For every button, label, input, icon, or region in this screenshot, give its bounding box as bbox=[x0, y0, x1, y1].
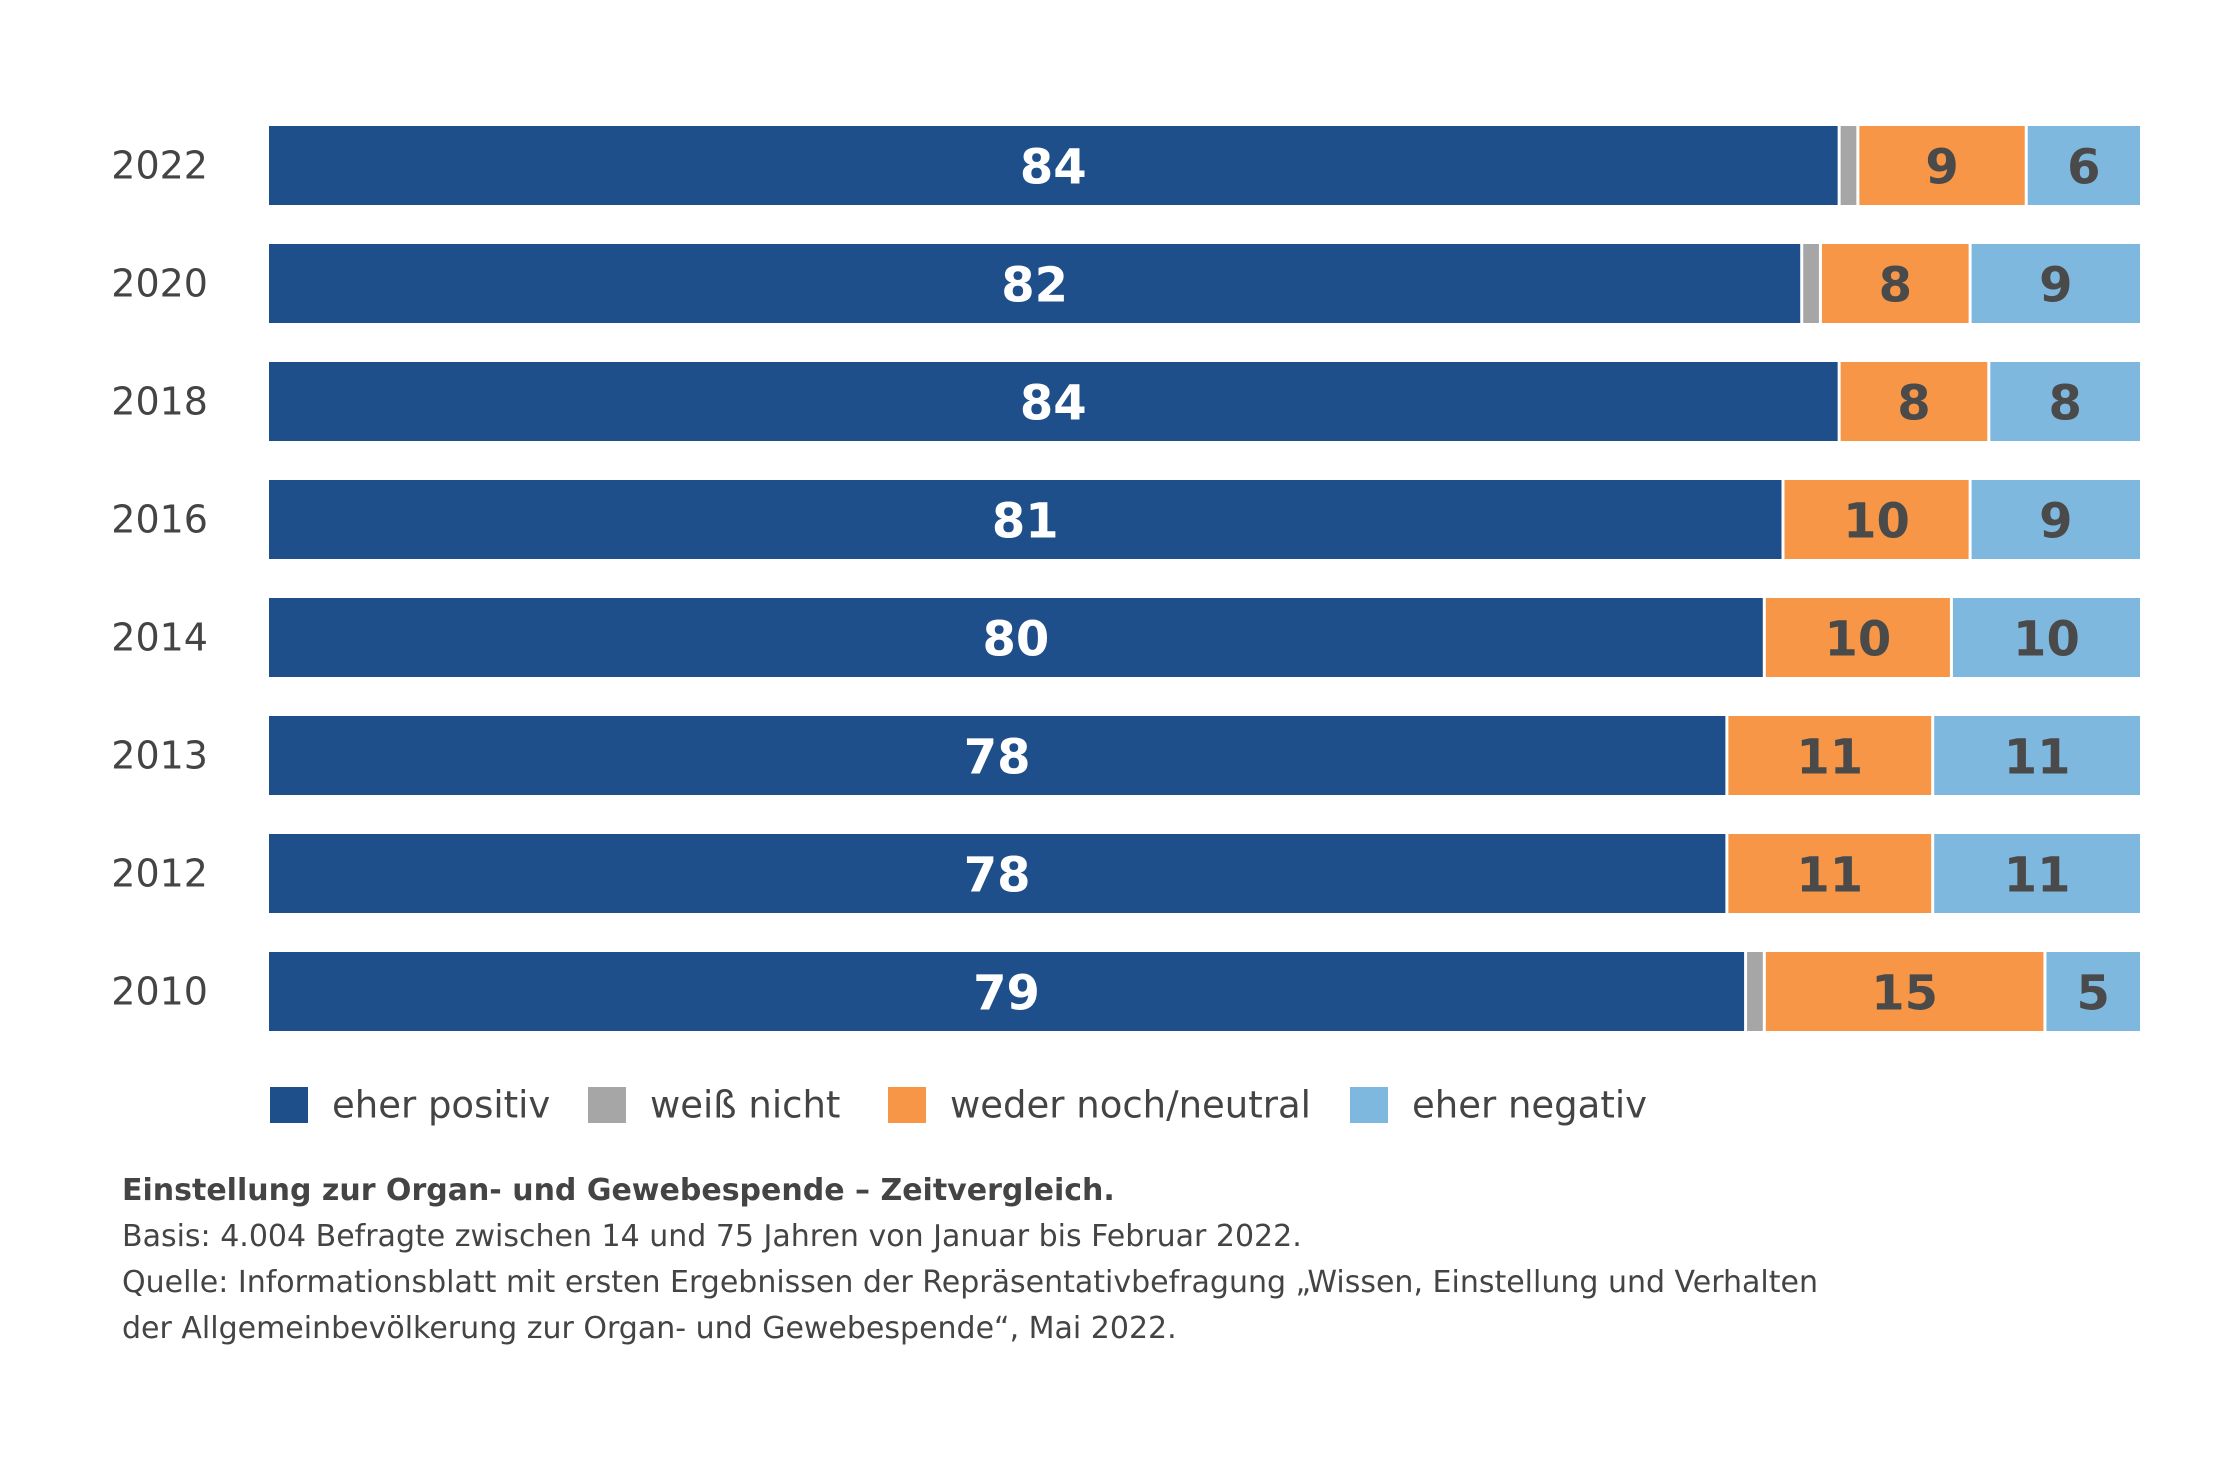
bar-segment-eher-negativ bbox=[2027, 126, 2140, 205]
bar-row-2014: 2014 80 10 10 bbox=[111, 598, 2140, 677]
bar-segment-eher-positiv bbox=[269, 598, 1763, 677]
legend-label: weiß nicht bbox=[650, 1084, 840, 1127]
bar-row-2010: 2010 79 15 5 bbox=[111, 952, 2140, 1031]
year-label: 2012 bbox=[111, 852, 208, 896]
legend: eher positiv weiß nicht weder noch/neutral… bbox=[270, 1084, 1647, 1127]
bar-segment-eher-positiv bbox=[269, 244, 1801, 323]
data-label-eher-positiv: 80 bbox=[983, 612, 1050, 668]
bar-row-2020: 2020 82 8 9 bbox=[111, 244, 2140, 323]
data-label-weder-noch-neutral: 8 bbox=[1879, 258, 1912, 314]
chart-caption: Einstellung zur Organ- und Gewebespende … bbox=[122, 1168, 2022, 1352]
data-label-weder-noch-neutral: 8 bbox=[1897, 376, 1930, 432]
data-label-eher-negativ: 9 bbox=[2039, 258, 2072, 314]
stacked-bar-chart: 2022 84 9 6 2020 82 8 9 2018 84 8 8 2016 81 10 9 2014 80 1… bbox=[111, 126, 2140, 1127]
data-label-eher-negativ: 5 bbox=[2077, 966, 2110, 1022]
data-label-weder-noch-neutral: 15 bbox=[1871, 966, 1938, 1022]
bar-segment-weder-noch-neutral bbox=[1840, 362, 1988, 441]
legend-swatch bbox=[588, 1087, 626, 1123]
bar-row-2013: 2013 78 11 11 bbox=[111, 716, 2140, 795]
legend-item-eher-negativ: eher negativ bbox=[1350, 1084, 1647, 1127]
bar-segment-weiss-nicht bbox=[1840, 126, 1857, 205]
bar-segment-eher-negativ bbox=[1952, 598, 2140, 677]
data-label-eher-negativ: 11 bbox=[2004, 730, 2071, 786]
caption-basis: Basis: 4.004 Befragte zwischen 14 und 75… bbox=[122, 1219, 1302, 1254]
year-label: 2010 bbox=[111, 970, 208, 1014]
bar-segment-eher-negativ bbox=[1934, 834, 2140, 913]
bar-segment-eher-negativ bbox=[1971, 480, 2140, 559]
legend-swatch bbox=[1350, 1087, 1388, 1123]
bar-segment-weder-noch-neutral bbox=[1728, 716, 1932, 795]
legend-swatch bbox=[270, 1087, 308, 1123]
legend-label: eher positiv bbox=[332, 1084, 550, 1127]
year-label: 2013 bbox=[111, 734, 208, 778]
data-label-eher-negativ: 6 bbox=[2067, 140, 2100, 196]
bar-segment-eher-positiv bbox=[269, 716, 1726, 795]
bar-segment-eher-positiv bbox=[269, 480, 1782, 559]
bar-segment-weder-noch-neutral bbox=[1821, 244, 1969, 323]
bar-row-2018: 2018 84 8 8 bbox=[111, 362, 2140, 441]
bar-segment-weiss-nicht bbox=[1803, 244, 1819, 323]
bar-segment-eher-negativ bbox=[1990, 362, 2140, 441]
bar-segment-weder-noch-neutral bbox=[1765, 952, 2044, 1031]
data-label-eher-negativ: 8 bbox=[2048, 376, 2081, 432]
chart-title: Einstellung zur Organ- und Gewebespende … bbox=[122, 1173, 1115, 1208]
bar-segment-eher-negativ bbox=[1934, 716, 2140, 795]
data-label-eher-negativ: 10 bbox=[2013, 612, 2080, 668]
caption-source-line-1: Quelle: Informationsblatt mit ersten Erg… bbox=[122, 1265, 1818, 1300]
data-label-eher-negativ: 9 bbox=[2039, 494, 2072, 550]
caption-source-line-2: der Allgemeinbevölkerung zur Organ- und … bbox=[122, 1311, 1177, 1346]
bar-segment-weder-noch-neutral bbox=[1784, 480, 1969, 559]
data-label-eher-positiv: 82 bbox=[1001, 258, 1068, 314]
data-label-eher-positiv: 79 bbox=[973, 966, 1040, 1022]
year-label: 2020 bbox=[111, 262, 208, 306]
data-label-eher-positiv: 84 bbox=[1020, 376, 1087, 432]
data-label-weder-noch-neutral: 9 bbox=[1925, 140, 1958, 196]
bar-segment-weder-noch-neutral bbox=[1859, 126, 2025, 205]
data-label-weder-noch-neutral: 11 bbox=[1796, 730, 1863, 786]
year-label: 2014 bbox=[111, 616, 208, 660]
legend-label: eher negativ bbox=[1412, 1084, 1647, 1127]
data-label-eher-positiv: 78 bbox=[964, 730, 1031, 786]
bar-row-2012: 2012 78 11 11 bbox=[111, 834, 2140, 913]
legend-item-weder-noch-neutral: weder noch/neutral bbox=[888, 1084, 1311, 1127]
legend-item-weiss-nicht: weiß nicht bbox=[588, 1084, 840, 1127]
data-label-eher-positiv: 81 bbox=[992, 494, 1059, 550]
bar-segment-eher-positiv bbox=[269, 362, 1838, 441]
year-label: 2018 bbox=[111, 380, 208, 424]
bar-segment-weder-noch-neutral bbox=[1765, 598, 1950, 677]
data-label-weder-noch-neutral: 11 bbox=[1796, 848, 1863, 904]
bar-segment-eher-positiv bbox=[269, 952, 1745, 1031]
year-label: 2016 bbox=[111, 498, 208, 542]
year-label: 2022 bbox=[111, 144, 208, 188]
bar-segment-eher-negativ bbox=[2046, 952, 2140, 1031]
legend-item-eher-positiv: eher positiv bbox=[270, 1084, 550, 1127]
data-label-weder-noch-neutral: 10 bbox=[1843, 494, 1910, 550]
bar-segment-eher-negativ bbox=[1971, 244, 2140, 323]
bar-row-2022: 2022 84 9 6 bbox=[111, 126, 2140, 205]
data-label-weder-noch-neutral: 10 bbox=[1824, 612, 1891, 668]
data-label-eher-negativ: 11 bbox=[2004, 848, 2071, 904]
legend-swatch bbox=[888, 1087, 926, 1123]
bar-segment-weiss-nicht bbox=[1747, 952, 1763, 1031]
data-label-eher-positiv: 84 bbox=[1020, 140, 1087, 196]
bar-row-2016: 2016 81 10 9 bbox=[111, 480, 2140, 559]
legend-label: weder noch/neutral bbox=[950, 1084, 1311, 1127]
bars-layer: 2022 84 9 6 2020 82 8 9 2018 84 8 8 2016 81 10 9 2014 80 1… bbox=[111, 126, 2140, 1031]
bar-segment-weder-noch-neutral bbox=[1728, 834, 1932, 913]
bar-segment-eher-positiv bbox=[269, 834, 1726, 913]
bar-segment-eher-positiv bbox=[269, 126, 1838, 205]
data-label-eher-positiv: 78 bbox=[964, 848, 1031, 904]
